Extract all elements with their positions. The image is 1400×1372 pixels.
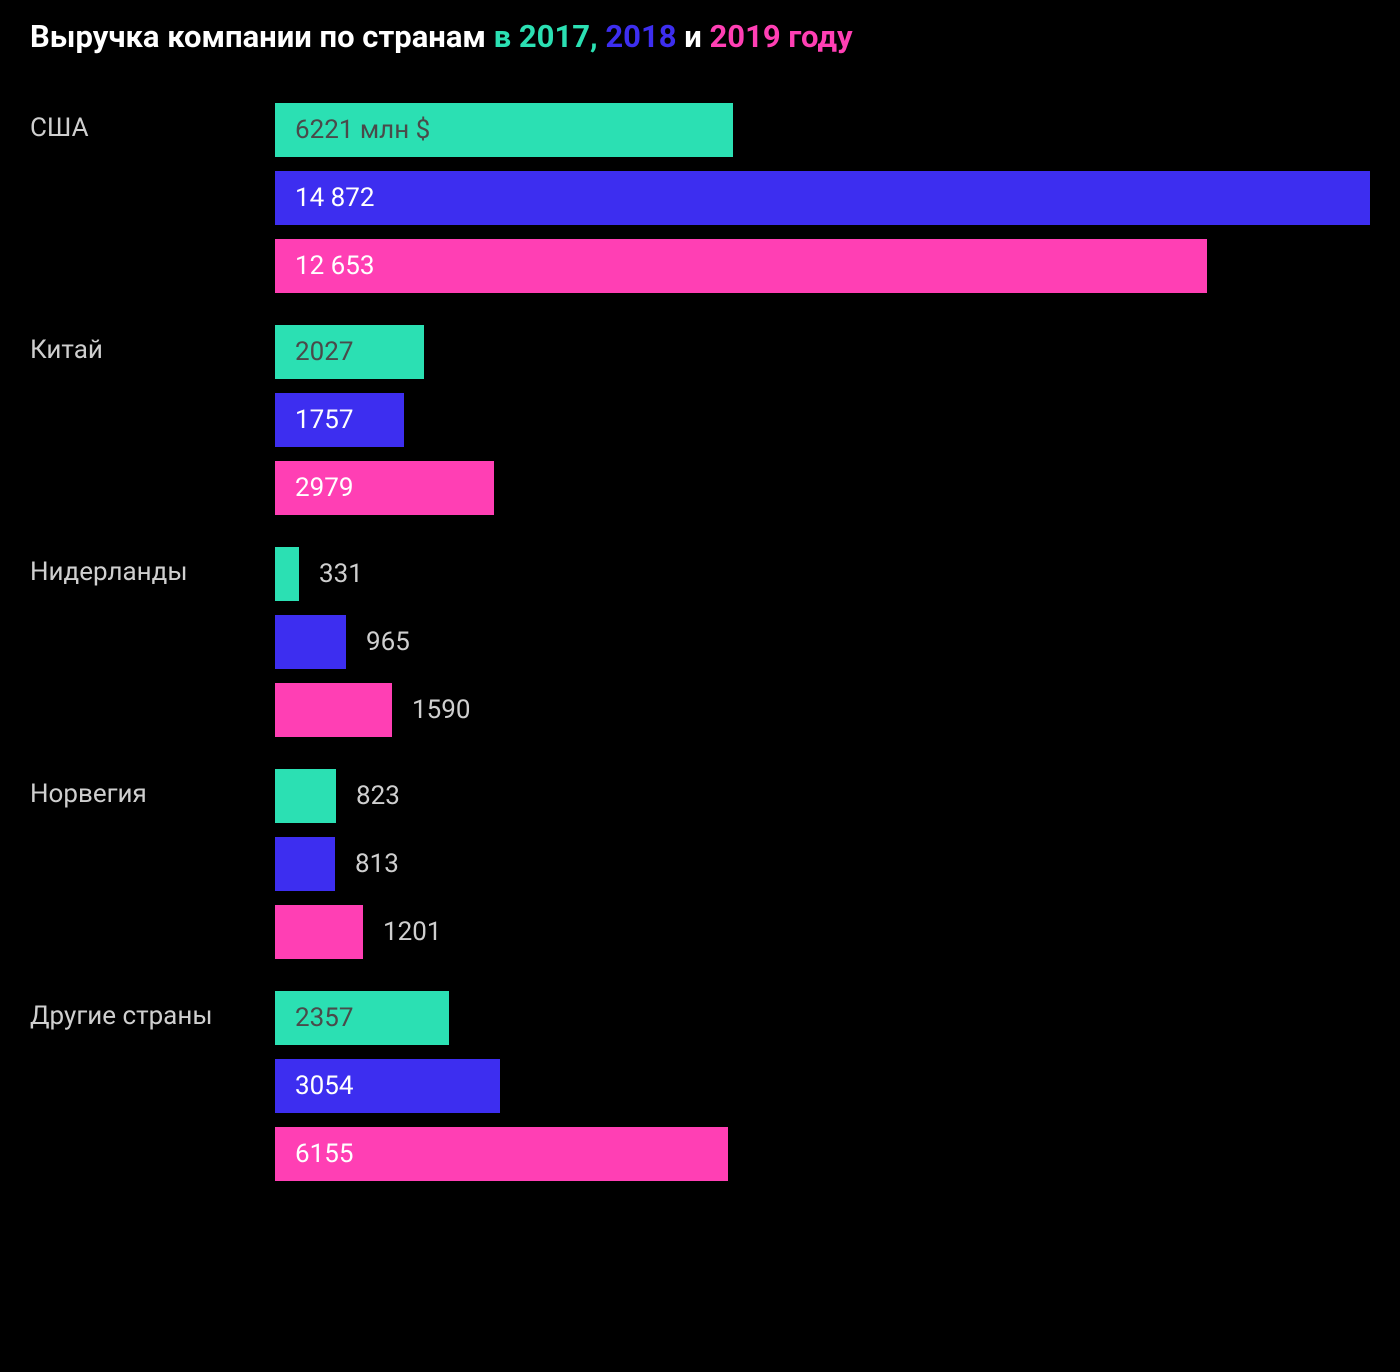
category-label: [30, 461, 275, 471]
bar-row: США6221 млн $: [30, 103, 1370, 157]
category-group: Нидерланды 331 965 1590: [30, 547, 1370, 737]
bar-2019: [275, 683, 392, 737]
bar-wrap: 331: [275, 547, 1370, 601]
bar-row: 14 872: [30, 171, 1370, 225]
bar-2017: [275, 547, 299, 601]
title-seg-2018: 2018: [598, 18, 677, 55]
title-prefix: Выручка компании по странам: [30, 18, 494, 55]
bar-2017: 2027: [275, 325, 424, 379]
bar-wrap: 2357: [275, 991, 1370, 1045]
bar-2017: 6221 млн $: [275, 103, 733, 157]
bar-2019: [275, 905, 363, 959]
category-label: США: [30, 103, 275, 143]
bar-2017: [275, 769, 336, 823]
bar-value-label: 1590: [392, 695, 470, 725]
bar-row: Китай2027: [30, 325, 1370, 379]
bar-row: 965: [30, 615, 1370, 669]
category-group: США6221 млн $ 14 872 12 653: [30, 103, 1370, 293]
bar-wrap: 1590: [275, 683, 1370, 737]
bar-row: Другие страны2357: [30, 991, 1370, 1045]
bar-wrap: 2027: [275, 325, 1370, 379]
category-label: [30, 905, 275, 915]
bar-wrap: 823: [275, 769, 1370, 823]
bar-value-label: 1201: [363, 917, 441, 947]
bar-2018: 1757: [275, 393, 404, 447]
bar-row: 2979: [30, 461, 1370, 515]
category-label: [30, 1127, 275, 1137]
category-label: Нидерланды: [30, 547, 275, 587]
bar-wrap: 14 872: [275, 171, 1370, 225]
bar-value-label: 813: [335, 849, 399, 879]
bar-wrap: 1757: [275, 393, 1370, 447]
category-label: Норвегия: [30, 769, 275, 809]
category-label: [30, 1059, 275, 1069]
bar-row: Нидерланды 331: [30, 547, 1370, 601]
category-label: Другие страны: [30, 991, 275, 1031]
category-group: Китай2027 1757 2979: [30, 325, 1370, 515]
bar-value-label: 823: [336, 781, 400, 811]
bar-2018: 14 872: [275, 171, 1370, 225]
category-label: [30, 683, 275, 693]
bar-2019: 6155: [275, 1127, 728, 1181]
category-group: Норвегия 823 813 1201: [30, 769, 1370, 959]
title-seg-and: и: [677, 18, 710, 55]
bar-row: Норвегия 823: [30, 769, 1370, 823]
grouped-bar-chart: США6221 млн $14 87212 653Китай2027175729…: [30, 103, 1370, 1181]
bar-wrap: 6221 млн $: [275, 103, 1370, 157]
category-label: Китай: [30, 325, 275, 365]
bar-row: 3054: [30, 1059, 1370, 1113]
chart-title: Выручка компании по странам в 2017, 2018…: [30, 18, 1370, 57]
bar-wrap: 965: [275, 615, 1370, 669]
bar-row: 1201: [30, 905, 1370, 959]
bar-wrap: 12 653: [275, 239, 1370, 293]
bar-2018: 3054: [275, 1059, 500, 1113]
bar-row: 12 653: [30, 239, 1370, 293]
bar-2019: 12 653: [275, 239, 1207, 293]
bar-row: 6155: [30, 1127, 1370, 1181]
bar-wrap: 813: [275, 837, 1370, 891]
bar-wrap: 3054: [275, 1059, 1370, 1113]
category-label: [30, 239, 275, 249]
bar-row: 1757: [30, 393, 1370, 447]
bar-2017: 2357: [275, 991, 449, 1045]
bar-2018: [275, 837, 335, 891]
category-label: [30, 615, 275, 625]
bar-value-label: 965: [346, 627, 410, 657]
category-group: Другие страны2357 3054 6155: [30, 991, 1370, 1181]
chart-container: { "chart": { "type": "grouped-horizontal…: [0, 0, 1400, 1243]
bar-2018: [275, 615, 346, 669]
category-label: [30, 837, 275, 847]
title-seg-2017: в 2017,: [494, 18, 598, 55]
bar-row: 1590: [30, 683, 1370, 737]
bar-row: 813: [30, 837, 1370, 891]
bar-wrap: 2979: [275, 461, 1370, 515]
category-label: [30, 171, 275, 181]
bar-value-label: 331: [299, 559, 363, 589]
bar-2019: 2979: [275, 461, 494, 515]
bar-wrap: 6155: [275, 1127, 1370, 1181]
category-label: [30, 393, 275, 403]
title-seg-2019: 2019 году: [710, 18, 853, 55]
bar-wrap: 1201: [275, 905, 1370, 959]
